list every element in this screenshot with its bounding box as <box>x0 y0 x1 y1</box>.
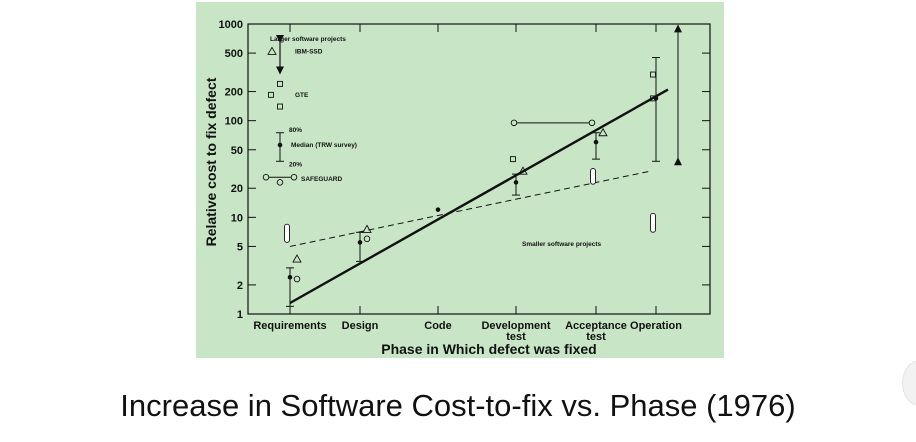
gte-point <box>510 156 516 163</box>
safeguard-point <box>293 275 301 283</box>
legend-ibm-ssd-icon <box>267 46 277 55</box>
median-point <box>357 240 363 245</box>
median-point <box>653 96 659 101</box>
smaller-project-range <box>590 168 596 185</box>
legend-safeguard-label: SAFEGUARD <box>301 176 342 183</box>
x-category-label: Operation <box>630 320 682 332</box>
chart-panel: 1 2 5 10 20 50 100 200 500 1000 Requirements Desig… <box>196 2 724 358</box>
safeguard-point <box>363 235 371 243</box>
x-category-label: test <box>586 331 606 343</box>
y-tick-label: 10 <box>231 212 243 224</box>
x-category-label: Development <box>481 320 550 332</box>
legend-gte-icon <box>268 91 274 98</box>
cost-to-fix-chart: 1 2 5 10 20 50 100 200 500 1000 Requirements Desig… <box>203 19 711 357</box>
safeguard-range-end <box>510 119 518 127</box>
x-category-label: Requirements <box>253 320 326 332</box>
smaller-project-range <box>284 223 290 243</box>
plot-frame <box>247 23 711 315</box>
legend-median-icon <box>277 142 283 148</box>
safeguard-range-end <box>588 119 596 127</box>
x-axis-label: Phase in Which defect was fixed <box>381 341 597 357</box>
legend-gte-label: GTE <box>295 92 309 99</box>
x-category-label: test <box>506 331 526 343</box>
x-category-label: Design <box>342 320 379 332</box>
y-tick-label: 2 <box>237 280 243 292</box>
legend-safeguard-icon <box>262 173 270 181</box>
x-category-label: Code <box>424 320 452 332</box>
gte-point <box>650 71 656 78</box>
trend-line-solid <box>289 88 669 305</box>
ibm-ssd-point <box>518 166 528 175</box>
smaller-project-range <box>650 212 656 233</box>
x-category-label: Acceptance <box>565 320 627 332</box>
legend-median-label: Median (TRW survey) <box>291 142 357 149</box>
legend-gte-icon <box>277 80 283 87</box>
gte-point <box>650 95 656 102</box>
y-tick-label: 200 <box>225 87 243 99</box>
larger-projects-label: Larger software projects <box>270 36 346 43</box>
smaller-projects-label: Smaller software projects <box>522 241 601 248</box>
median-point <box>435 207 441 212</box>
median-point <box>287 274 293 280</box>
ibm-ssd-point <box>362 224 372 233</box>
slide-caption: Increase in Software Cost-to-fix vs. Pha… <box>120 388 796 423</box>
legend-safeguard-icon <box>290 173 298 181</box>
y-tick-label: 20 <box>231 183 243 195</box>
legend-ibm-ssd-label: IBM-SSD <box>295 48 323 55</box>
y-tick-label: 5 <box>237 241 243 253</box>
y-axis-label: Relative cost to fix defect <box>203 77 219 246</box>
legend-80-label: 80% <box>289 127 302 134</box>
y-tick-label: 500 <box>225 48 243 60</box>
median-point <box>513 180 519 185</box>
legend-20-label: 20% <box>289 162 302 169</box>
legend-gte-icon <box>277 103 283 110</box>
ibm-ssd-point <box>292 254 302 263</box>
y-tick-label: 1 <box>237 309 243 321</box>
legend-safeguard-icon <box>276 179 284 186</box>
trend-line-dashed <box>289 170 651 247</box>
y-tick-label: 100 <box>225 116 243 128</box>
y-tick-label: 50 <box>231 145 243 157</box>
ibm-ssd-point <box>598 127 608 137</box>
median-point <box>593 139 599 145</box>
y-tick-label: 1000 <box>219 19 243 31</box>
